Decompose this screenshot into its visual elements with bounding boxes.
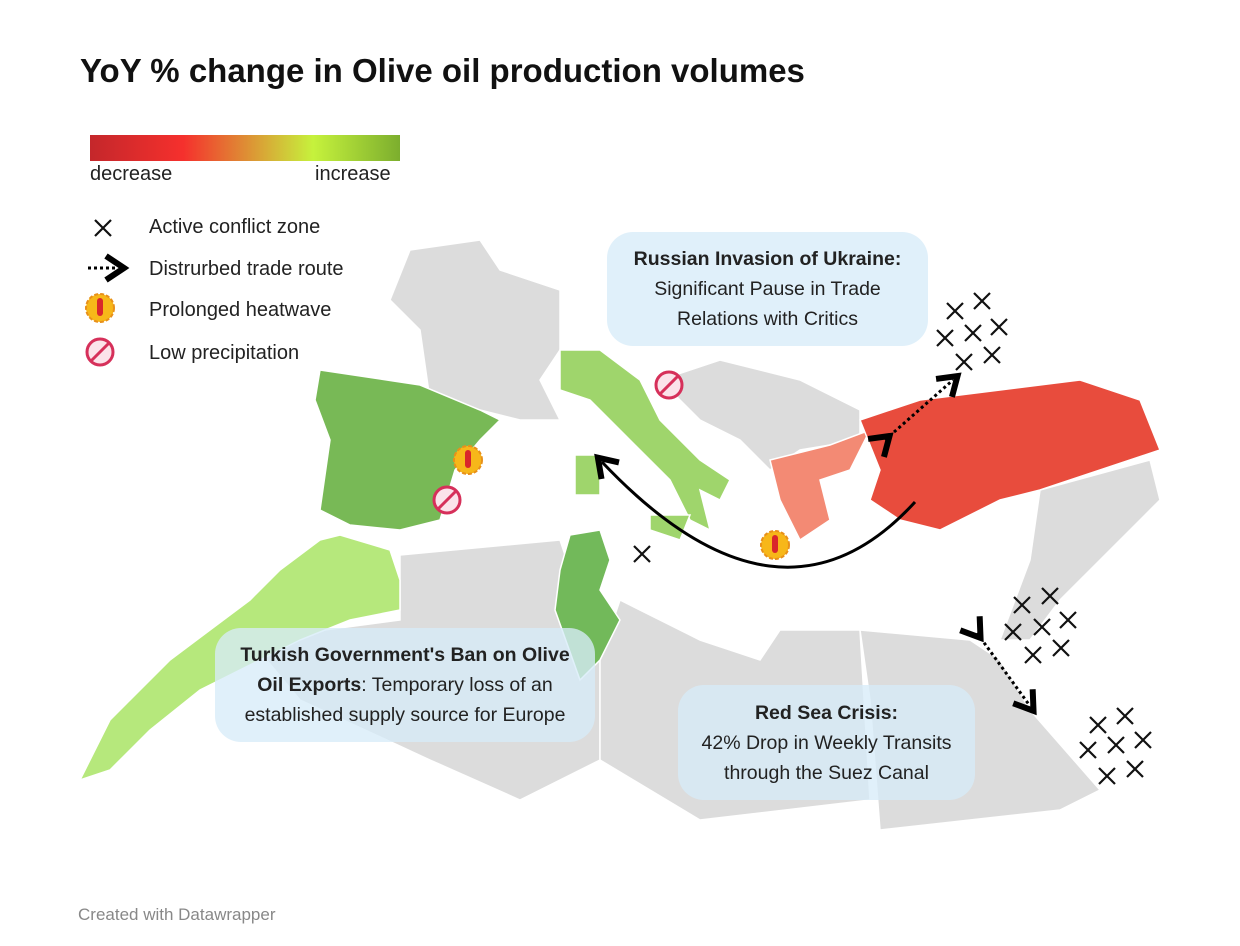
thermometer <box>465 450 471 468</box>
annotation-title: Red Sea Crisis: <box>754 701 899 724</box>
cross <box>1033 618 1051 636</box>
cross <box>1079 741 1097 759</box>
cross <box>1013 596 1031 614</box>
cross <box>964 324 982 342</box>
cross <box>1116 707 1134 725</box>
heatwave-icon <box>453 445 483 475</box>
color-scale <box>90 135 400 161</box>
legend-label: Active conflict zone <box>149 216 321 238</box>
credit: Created with Datawrapper <box>78 905 276 924</box>
countries <box>78 239 1161 831</box>
france <box>389 239 562 421</box>
cross <box>1098 767 1116 785</box>
slash <box>658 374 680 396</box>
scale-low: decrease <box>90 163 173 185</box>
sicily <box>649 514 692 541</box>
cross <box>1004 623 1022 641</box>
scale-high: increase <box>315 163 391 185</box>
cross <box>633 545 651 563</box>
icons <box>85 293 790 560</box>
annotation: Russian Invasion of Ukraine: Significant … <box>607 232 928 346</box>
cross <box>983 346 1001 364</box>
sardinia <box>574 454 601 496</box>
trade-route-arrow <box>594 453 917 569</box>
legend-label: Distrurbed trade route <box>149 258 344 280</box>
cross <box>936 329 954 347</box>
cross <box>973 292 991 310</box>
precipitation-icon <box>85 337 115 367</box>
slash <box>89 341 111 363</box>
cross <box>946 302 964 320</box>
thermometer <box>97 298 103 316</box>
precipitation-icon <box>432 485 462 515</box>
annotation: Turkish Government's Ban on Olive Oil Ex… <box>215 628 595 742</box>
cross <box>1052 639 1070 657</box>
cross <box>1107 736 1125 754</box>
cross <box>1126 760 1144 778</box>
thermometer <box>772 535 778 553</box>
cross <box>1059 611 1077 629</box>
annotation-text: Significant Pause in Trade Relations wit… <box>654 278 881 330</box>
cross <box>1041 587 1059 605</box>
annotation: Red Sea Crisis: 42% Drop in Weekly Transi… <box>678 685 975 800</box>
spain <box>314 369 502 531</box>
cross <box>955 353 973 371</box>
precipitation-icon <box>654 370 684 400</box>
legend-label: Low precipitation <box>149 342 300 364</box>
annotation-title: Russian Invasion of Ukraine: <box>633 248 902 270</box>
heatwave-icon <box>760 530 790 560</box>
title: YoY % change in Olive oil production vol… <box>80 52 805 89</box>
greece <box>769 428 872 542</box>
legend-label: Prolonged heatwave <box>149 299 332 321</box>
middle-east <box>998 459 1161 641</box>
italy <box>559 349 731 532</box>
annotation-text: : Temporary loss of an established suppl… <box>244 674 566 726</box>
cross <box>1089 716 1107 734</box>
cross <box>1024 646 1042 664</box>
annotation-text: 42% Drop in Weekly Transits through the … <box>701 731 952 784</box>
cross <box>990 318 1008 336</box>
cross <box>1134 731 1152 749</box>
cross <box>94 219 112 237</box>
annotation-title: Turkish Government's Ban on Olive Oil Ex… <box>240 644 570 696</box>
heatwave-icon <box>85 293 115 323</box>
slash <box>436 489 458 511</box>
conflict-zones <box>94 219 1152 785</box>
